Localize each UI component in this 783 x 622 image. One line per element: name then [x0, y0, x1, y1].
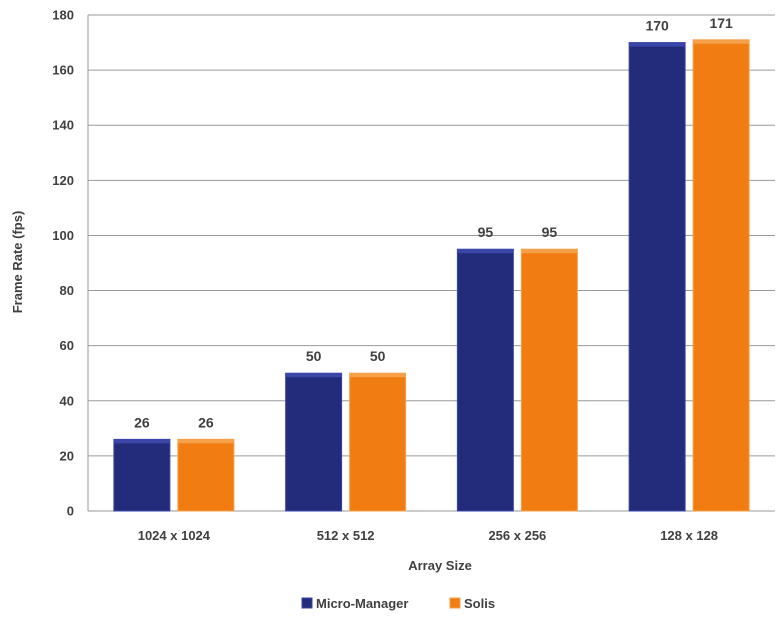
- data-labels: 26 26 50 50 95 95 170 171: [134, 15, 733, 431]
- y-axis-title: Frame Rate (fps): [10, 211, 25, 314]
- bar-micro-manager: [285, 372, 343, 512]
- bars: [113, 39, 750, 512]
- x-tick-label: 512 x 512: [317, 528, 375, 543]
- y-tick-label: 20: [60, 448, 74, 463]
- legend-item: Solis: [449, 596, 495, 611]
- bar-top-bevel: [177, 439, 234, 444]
- x-tick-label: 256 x 256: [488, 528, 546, 543]
- bar-solis: [177, 438, 235, 512]
- bar-top-bevel: [349, 373, 406, 378]
- bar-micro-manager: [456, 248, 514, 512]
- data-label: 170: [645, 18, 669, 34]
- bar-top-bevel: [693, 39, 750, 44]
- y-tick-label: 140: [52, 118, 74, 133]
- legend-swatch: [449, 597, 461, 609]
- x-tick-label: 128 x 128: [660, 528, 718, 543]
- legend-swatch: [301, 597, 313, 609]
- legend-label: Solis: [464, 596, 495, 611]
- y-tick-label: 40: [60, 393, 74, 408]
- bar-solis: [520, 248, 578, 512]
- x-axis-title: Array Size: [408, 558, 472, 573]
- bar-micro-manager: [628, 42, 686, 512]
- bar-micro-manager: [113, 438, 171, 512]
- data-label: 26: [198, 414, 214, 430]
- bar-top-bevel: [629, 42, 686, 47]
- data-label: 50: [370, 348, 386, 364]
- data-label: 50: [306, 348, 322, 364]
- bar-solis: [349, 372, 407, 512]
- y-tick-label: 0: [67, 504, 74, 519]
- data-label: 95: [542, 224, 558, 240]
- bar-top-bevel: [457, 249, 514, 254]
- y-tick-label: 160: [52, 63, 74, 78]
- y-tick-label: 180: [52, 8, 74, 23]
- x-tick-label: 1024 x 1024: [138, 528, 211, 543]
- legend-label: Micro-Manager: [316, 596, 408, 611]
- y-tick-label: 100: [52, 228, 74, 243]
- x-axis-ticks: 1024 x 1024 512 x 512 256 x 256 128 x 128: [138, 528, 718, 543]
- data-label: 26: [134, 414, 150, 430]
- legend: Micro-Manager Solis: [301, 596, 495, 611]
- y-tick-label: 60: [60, 338, 74, 353]
- bar-top-bevel: [285, 373, 342, 378]
- data-label: 171: [709, 15, 733, 31]
- y-tick-label: 80: [60, 283, 74, 298]
- bar-top-bevel: [521, 249, 578, 254]
- data-label: 95: [478, 224, 494, 240]
- legend-item: Micro-Manager: [301, 596, 408, 611]
- y-tick-label: 120: [52, 173, 74, 188]
- y-axis-ticks: 0 20 40 60 80 100 120 140 160 180: [52, 8, 74, 519]
- bar-top-bevel: [113, 439, 170, 444]
- bar-solis: [692, 39, 750, 512]
